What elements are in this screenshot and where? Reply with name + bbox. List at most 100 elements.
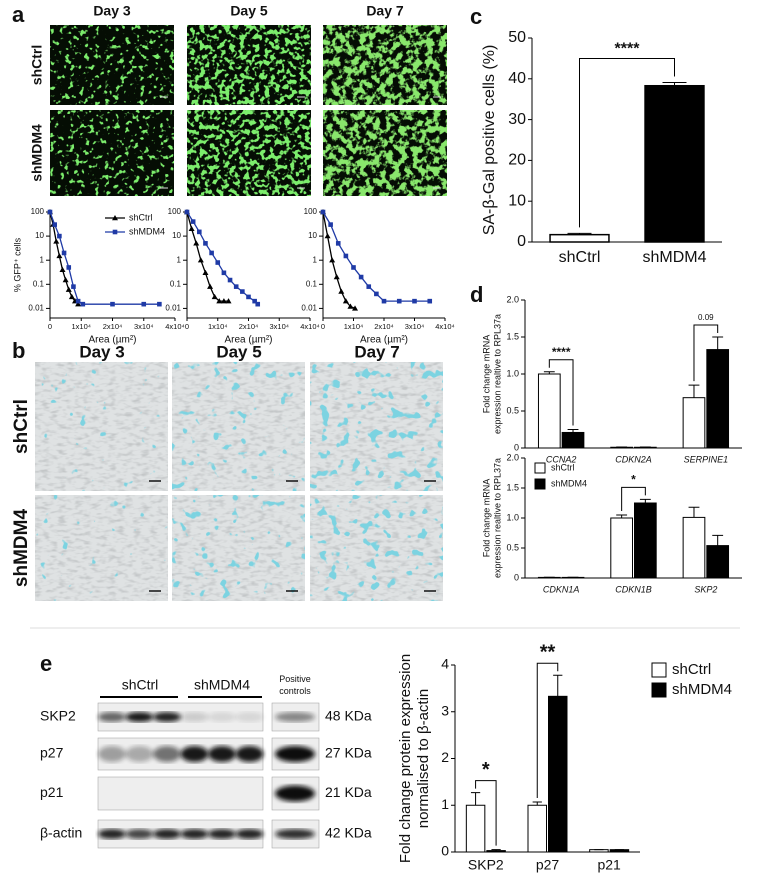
error-bar <box>616 514 628 518</box>
y-tick-label: 1 <box>177 255 182 264</box>
y-tick-label: 0.1 <box>170 279 182 288</box>
point <box>366 284 372 289</box>
column-label: Day 3 <box>93 3 131 19</box>
bar <box>682 397 706 449</box>
point <box>61 250 67 256</box>
y-tick-label: 1 <box>313 255 318 264</box>
x-tick-label: CDKN1B <box>615 584 652 594</box>
point <box>225 298 232 304</box>
y-tick-label: 0 <box>517 233 526 250</box>
panel-label: c <box>470 4 482 29</box>
series-line <box>186 211 229 302</box>
legend-label: shCtrl <box>551 462 575 472</box>
bar <box>561 431 585 449</box>
x-tick-label: 1x10⁴ <box>72 322 92 331</box>
y-axis-label-line: Fold change mRNA <box>482 479 492 558</box>
micrograph-stain <box>310 362 443 491</box>
y-tick-label: 0.1 <box>306 279 318 288</box>
panel-label: b <box>12 338 25 363</box>
point <box>412 298 417 304</box>
point <box>47 209 53 215</box>
point <box>75 301 82 307</box>
point <box>202 269 209 276</box>
band <box>235 829 264 839</box>
y-axis-label-line: Fold change protein expression <box>397 654 414 863</box>
error-bar <box>491 849 501 851</box>
group-label: shCtrl <box>122 677 159 693</box>
micrograph-signal <box>187 110 311 196</box>
error-bar <box>543 371 555 374</box>
point <box>193 240 200 246</box>
band <box>208 746 236 762</box>
point <box>396 298 402 304</box>
point <box>209 250 214 256</box>
x-tick-label: 2x10⁴ <box>239 322 259 331</box>
error-bar <box>567 429 579 433</box>
y-tick-label: 0.5 <box>506 542 519 552</box>
bar <box>706 545 730 579</box>
point <box>71 284 76 289</box>
micrograph-signal <box>187 25 311 105</box>
bar <box>644 84 705 243</box>
point <box>197 257 204 263</box>
x-tick-label: 0 <box>185 322 189 331</box>
y-axis-label-line: normalised to β-actin <box>415 689 432 829</box>
band <box>275 785 315 802</box>
point <box>352 305 359 311</box>
column-label: Day 5 <box>230 3 268 19</box>
row-label: shCtrl <box>29 45 45 85</box>
y-tick-label: 50 <box>508 29 526 46</box>
y-tick-label: 40 <box>508 70 526 87</box>
x-tick-label: shCtrl <box>559 249 601 266</box>
micrograph-signal <box>50 110 174 196</box>
micrograph-signal <box>323 25 447 105</box>
point <box>215 260 221 265</box>
row-label: shMDM4 <box>11 509 32 588</box>
y-tick-label: 1 <box>40 255 45 264</box>
panel-label: e <box>40 651 52 676</box>
point <box>329 257 336 263</box>
micrograph-stain <box>172 362 305 491</box>
point <box>207 283 214 289</box>
y-tick-label: 1.5 <box>506 331 519 341</box>
row-label: shMDM4 <box>29 124 45 182</box>
point <box>80 301 86 307</box>
band <box>208 712 236 722</box>
error-bar <box>567 232 592 235</box>
significance-bracket <box>693 324 719 382</box>
bar <box>548 695 568 853</box>
point <box>203 241 208 246</box>
x-tick-label: CDKN2A <box>615 454 652 464</box>
x-tick-label: 2x10⁴ <box>374 322 394 331</box>
error-bar <box>639 498 651 503</box>
band <box>153 746 181 762</box>
micrograph-signal <box>323 110 447 196</box>
x-tick-label: 3x10⁴ <box>134 322 154 331</box>
bar <box>537 373 561 449</box>
y-tick-label: 10 <box>508 192 526 209</box>
point <box>328 222 333 227</box>
x-tick-label: 3x10⁴ <box>270 322 290 331</box>
y-tick-label: 0 <box>514 572 519 582</box>
point <box>57 233 62 239</box>
point <box>342 298 349 304</box>
error-bar <box>712 336 724 350</box>
significance-label: * <box>482 759 490 781</box>
y-tick-label: 0 <box>441 843 449 859</box>
point <box>427 298 433 304</box>
error-bar <box>532 801 542 806</box>
y-tick-label: 2.0 <box>506 452 519 462</box>
legend-marker <box>112 229 118 235</box>
bar <box>486 850 506 853</box>
size-label: 42 KDa <box>325 825 372 841</box>
y-tick-label: 100 <box>304 207 318 216</box>
x-tick-label: p27 <box>536 857 560 873</box>
y-axis-label-line: expression realtive to RPL37a <box>493 458 503 578</box>
point <box>374 291 379 297</box>
legend-label: shMDM4 <box>551 478 587 488</box>
legend-label: shCtrl <box>129 212 153 222</box>
y-tick-label: 10 <box>308 231 317 240</box>
y-axis-label: % GFP⁺ cells <box>12 237 22 292</box>
point <box>110 301 115 307</box>
